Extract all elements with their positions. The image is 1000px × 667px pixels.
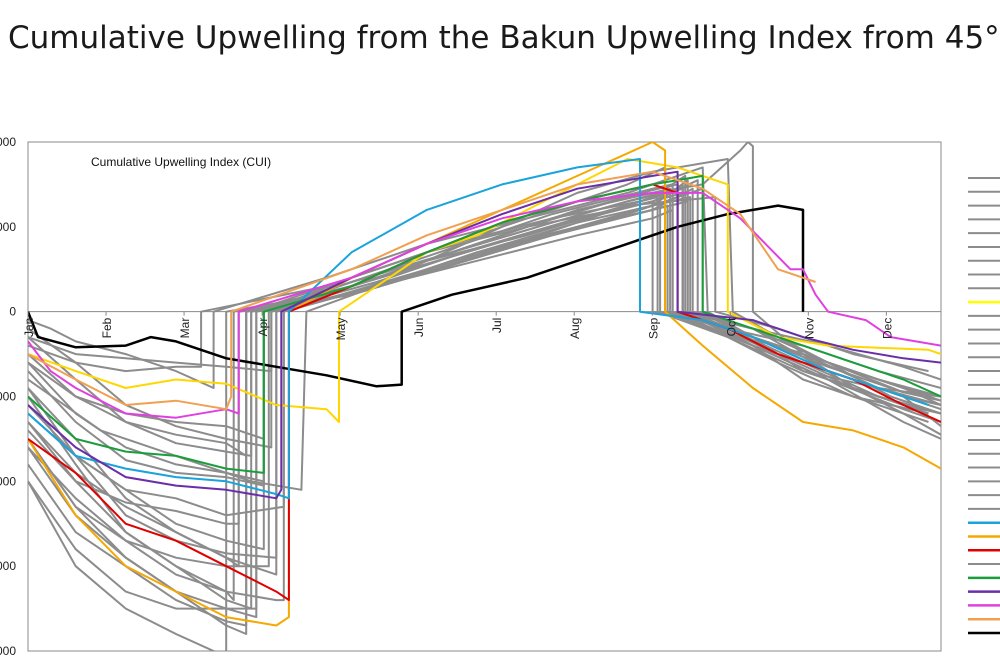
month-label: Feb bbox=[100, 317, 114, 338]
series-line bbox=[28, 158, 929, 500]
plot-area bbox=[27, 141, 942, 652]
series-line bbox=[28, 208, 941, 389]
chart-title: Cumulative Upwelling Index (CUI) bbox=[91, 155, 271, 169]
series-line bbox=[28, 158, 941, 423]
month-label: Apr bbox=[256, 318, 270, 337]
series-line bbox=[28, 200, 941, 619]
month-label: Jun bbox=[412, 318, 426, 337]
month-label: May bbox=[334, 318, 348, 341]
month-label: Jan bbox=[22, 318, 36, 337]
series-line bbox=[28, 174, 941, 474]
series-line bbox=[28, 196, 941, 627]
month-label: Mar bbox=[178, 318, 192, 339]
month-label: Oct bbox=[724, 317, 738, 336]
series-line bbox=[28, 204, 805, 388]
month-label: Jul bbox=[490, 318, 504, 333]
month-label: Nov bbox=[802, 318, 816, 339]
y-tick-label: 000 bbox=[0, 390, 16, 404]
y-tick-label: 000 bbox=[0, 220, 16, 234]
y-tick-label: 000 bbox=[0, 559, 16, 573]
y-tick-label: 000 bbox=[0, 135, 16, 149]
y-tick-label: 000 bbox=[0, 474, 16, 488]
y-tick-label: 000 bbox=[0, 644, 16, 658]
series-line bbox=[28, 170, 816, 411]
series-line bbox=[28, 170, 941, 500]
series-line bbox=[28, 183, 941, 602]
month-label: Dec bbox=[880, 318, 894, 339]
month-label: Aug bbox=[568, 318, 582, 339]
month-label: Sep bbox=[646, 317, 660, 339]
y-tick-label: 0 bbox=[9, 305, 16, 319]
series-line bbox=[28, 191, 941, 419]
slide-title: Cumulative Upwelling from the Bakun Upwe… bbox=[8, 20, 1000, 56]
